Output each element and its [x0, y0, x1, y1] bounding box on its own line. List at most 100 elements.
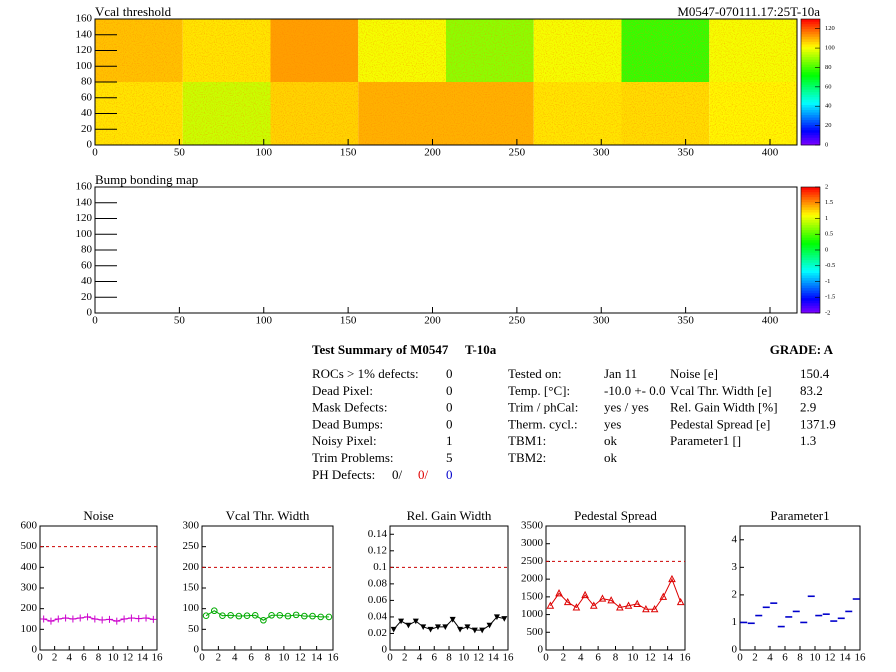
- x-tick-label: 4: [417, 652, 423, 664]
- x-tick-label: 100: [256, 147, 273, 159]
- point: [84, 613, 92, 621]
- colorbar-band: [801, 69, 820, 73]
- colorbar-band: [801, 252, 820, 256]
- x-tick-label: 16: [503, 652, 515, 664]
- defect-value: 0: [446, 400, 453, 415]
- y-tick-label: 80: [81, 244, 93, 256]
- condition-label: Therm. cycl.:: [508, 416, 578, 431]
- point: [633, 599, 642, 607]
- colorbar-band: [801, 21, 820, 25]
- x-tick-label: 2: [752, 652, 758, 664]
- point: [449, 616, 456, 623]
- x-tick-label: 400: [762, 147, 779, 159]
- y-tick-label: 120: [76, 212, 93, 224]
- point: [501, 616, 508, 622]
- result-label: Parameter1 []: [670, 433, 741, 448]
- point: [227, 611, 234, 619]
- z-tick-label: -2: [825, 309, 830, 316]
- x-tick-label: 0: [199, 652, 205, 664]
- colorbar-band: [801, 137, 820, 141]
- x-tick-label: 14: [662, 652, 674, 664]
- y-tick-label: 3500: [521, 520, 544, 532]
- colorbar-band: [801, 285, 820, 289]
- point: [616, 603, 624, 611]
- colorbar-band: [801, 49, 820, 53]
- x-tick-label: 8: [96, 652, 102, 664]
- point: [659, 592, 668, 600]
- colorbar-band: [801, 199, 820, 203]
- colorbar-band: [801, 102, 820, 105]
- y-tick-label: 300: [183, 520, 200, 532]
- condition-value: Jan 11: [604, 366, 637, 381]
- point: [135, 615, 143, 623]
- x-tick-label: 50: [174, 147, 186, 159]
- x-tick-label: 4: [767, 652, 773, 664]
- condition-label: TBM2:: [508, 450, 546, 465]
- z-tick-label: 80: [825, 64, 832, 71]
- colorbar-band: [801, 61, 820, 65]
- colorbar-band: [801, 129, 820, 133]
- ph-value: 0/: [392, 467, 403, 482]
- colorbar-band: [801, 39, 820, 42]
- colorbar-band: [801, 36, 820, 40]
- x-tick-label: 16: [152, 652, 164, 664]
- colorbar-band: [801, 305, 820, 309]
- colorbar-band: [801, 29, 820, 32]
- colorbar-band: [801, 109, 820, 113]
- x-tick-label: 200: [424, 315, 441, 327]
- point: [598, 594, 607, 602]
- colorbar-band: [801, 287, 820, 291]
- point: [243, 612, 251, 619]
- x-tick-label: 14: [840, 652, 852, 664]
- colorbar-band: [801, 272, 820, 276]
- defect-label: Mask Defects:: [312, 400, 387, 415]
- y-tick-label: 80: [81, 76, 93, 88]
- plot-frame: [545, 525, 686, 651]
- x-tick-label: 0: [37, 652, 43, 664]
- z-tick-label: 100: [825, 45, 835, 52]
- point: [149, 615, 157, 623]
- colorbar-band: [801, 280, 820, 284]
- plot-title: Parameter1: [770, 508, 829, 523]
- x-tick-label: 12: [645, 652, 656, 664]
- point: [120, 615, 128, 623]
- x-tick-label: 0: [92, 147, 98, 159]
- point: [113, 617, 121, 625]
- point: [69, 615, 77, 623]
- point: [464, 624, 471, 631]
- colorbar-band: [801, 119, 820, 123]
- plot-title: Rel. Gain Width: [407, 508, 492, 523]
- colorbar-band: [801, 234, 820, 238]
- condition-label: Trim / phCal:: [508, 400, 578, 415]
- y-tick-label: 500: [21, 540, 38, 552]
- point: [202, 612, 210, 619]
- x-tick-label: 8: [613, 652, 619, 664]
- result-value: 1371.9: [800, 416, 836, 431]
- defect-label: Dead Bumps:: [312, 416, 383, 431]
- y-tick-label: 600: [21, 520, 38, 532]
- x-tick-label: 2: [52, 652, 58, 664]
- colorbar-band: [801, 82, 820, 85]
- colorbar-band: [801, 307, 820, 311]
- colorbar-band: [801, 142, 820, 146]
- y-tick-label: 0.02: [368, 627, 387, 639]
- colorbar-band: [801, 267, 820, 271]
- y-tick-label: 200: [21, 602, 38, 614]
- point: [555, 589, 563, 597]
- x-tick-label: 14: [488, 652, 500, 664]
- colorbar-band: [801, 239, 820, 243]
- colorbar-band: [801, 297, 820, 301]
- colorbar-band: [801, 247, 820, 251]
- x-tick-label: 0: [543, 652, 549, 664]
- point: [572, 603, 581, 611]
- y-tick-label: 300: [21, 582, 38, 594]
- plot-frame: [39, 525, 158, 651]
- colorbar-band: [801, 124, 820, 128]
- y-tick-label: 0: [194, 644, 200, 656]
- point: [607, 596, 615, 604]
- plot-label: M0547-070111.17:25T-10a: [677, 4, 820, 19]
- point: [398, 618, 405, 625]
- colorbar-band: [801, 66, 820, 70]
- result-label: Rel. Gain Width [%]: [670, 400, 778, 415]
- colorbar-band: [801, 202, 820, 205]
